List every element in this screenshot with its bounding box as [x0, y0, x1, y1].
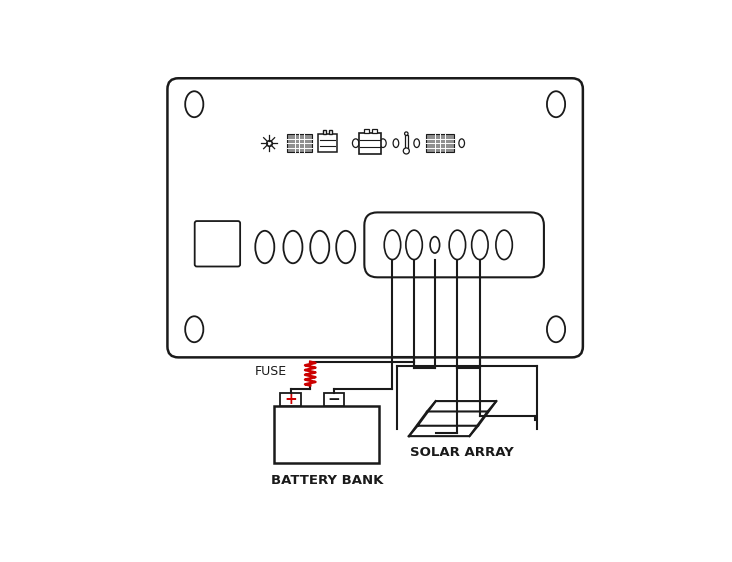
Text: BATTERY BANK: BATTERY BANK [271, 474, 383, 487]
Text: SOLAR ARRAY: SOLAR ARRAY [410, 446, 514, 459]
Bar [318, 134, 337, 152]
Bar [372, 129, 377, 133]
Bar [329, 130, 332, 134]
Ellipse shape [380, 139, 386, 147]
Text: −: − [328, 392, 340, 407]
Ellipse shape [414, 139, 419, 147]
Bar [287, 134, 312, 152]
Ellipse shape [405, 132, 408, 135]
Bar [274, 406, 379, 464]
FancyBboxPatch shape [365, 212, 544, 277]
Ellipse shape [449, 230, 466, 260]
FancyBboxPatch shape [168, 78, 583, 357]
Ellipse shape [471, 230, 488, 260]
FancyBboxPatch shape [195, 221, 240, 266]
Bar [365, 129, 369, 133]
Ellipse shape [496, 230, 512, 260]
Ellipse shape [547, 91, 565, 117]
Text: FUSE: FUSE [254, 365, 286, 378]
Ellipse shape [430, 237, 440, 253]
Ellipse shape [185, 91, 203, 117]
Ellipse shape [367, 139, 373, 147]
Ellipse shape [406, 230, 422, 260]
Ellipse shape [185, 316, 203, 342]
Ellipse shape [310, 231, 329, 263]
Ellipse shape [459, 139, 465, 147]
Ellipse shape [393, 139, 399, 147]
Bar [426, 134, 454, 152]
Ellipse shape [336, 231, 355, 263]
Ellipse shape [403, 148, 409, 154]
Ellipse shape [384, 230, 400, 260]
Bar [280, 393, 301, 406]
Ellipse shape [283, 231, 302, 263]
Text: +: + [285, 392, 297, 407]
Ellipse shape [255, 231, 274, 263]
Bar [323, 130, 326, 134]
Bar [324, 393, 345, 406]
Bar [405, 134, 408, 152]
Ellipse shape [547, 316, 565, 342]
Ellipse shape [352, 139, 359, 147]
Bar [359, 133, 381, 153]
